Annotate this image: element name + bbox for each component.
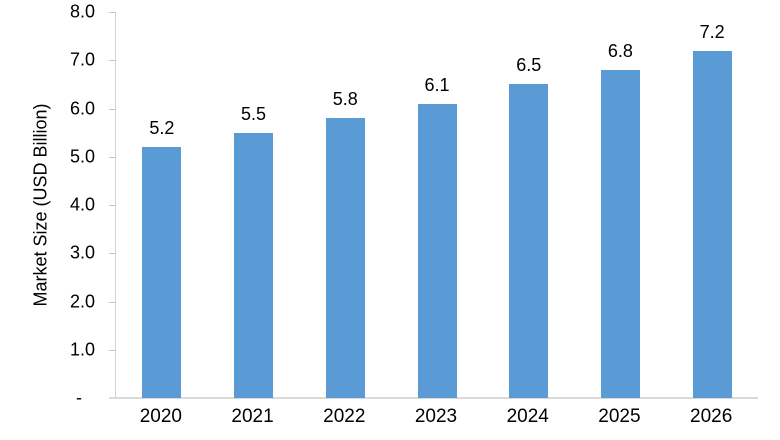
y-axis-tick-label: - [76,387,82,408]
y-axis-tick-label: 7.0 [69,49,95,70]
bar-value-label: 6.8 [607,40,633,61]
y-axis-tick-label: 3.0 [69,242,95,263]
x-axis-line [109,397,758,399]
bar-value-label: 5.8 [332,89,358,110]
x-axis-tick-label: 2021 [231,406,274,427]
y-axis-tick-mark [109,349,116,351]
y-axis-tick-label: 4.0 [69,194,95,215]
y-axis-tick-mark [109,301,116,303]
bar-2026 [692,50,732,398]
y-axis-tick-label: 2.0 [69,291,95,311]
y-axis-tick-label: 5.0 [69,146,95,167]
bar-2023 [417,103,457,398]
bar-2024 [509,84,549,398]
y-axis-tick-mark [109,60,116,62]
bar-2025 [600,69,640,398]
x-axis-tick-label: 2024 [506,406,549,427]
bar-2021 [234,132,274,398]
x-axis-tick-label: 2025 [598,406,641,427]
y-axis-tick-label: 6.0 [69,98,95,118]
x-axis-tick-label: 2026 [690,406,733,427]
bar-value-label: 7.2 [699,21,725,42]
y-axis-tick-mark [109,156,116,158]
y-axis-tick-mark [109,205,116,206]
bar-value-label: 6.1 [424,74,450,95]
bar-value-label: 6.5 [516,55,542,76]
y-axis-tick-mark [109,108,116,110]
y-axis-tick-mark [109,12,116,13]
plot-area: 5.2 5.5 5.8 6.1 6.5 6.8 7.2 [109,12,758,399]
bar-2022 [325,118,365,398]
y-axis-tick-label: 1.0 [69,339,95,360]
x-axis-tick-label: 2022 [323,406,366,427]
x-axis-tick-label: 2023 [414,406,458,427]
bar-value-label: 5.2 [149,118,175,139]
y-axis-tick-mark [109,253,116,255]
bar-value-label: 5.5 [241,103,267,124]
y-axis-tick-label: 8.0 [69,1,95,22]
bar-2020 [142,147,182,398]
x-axis-tick-label: 2020 [139,406,182,427]
